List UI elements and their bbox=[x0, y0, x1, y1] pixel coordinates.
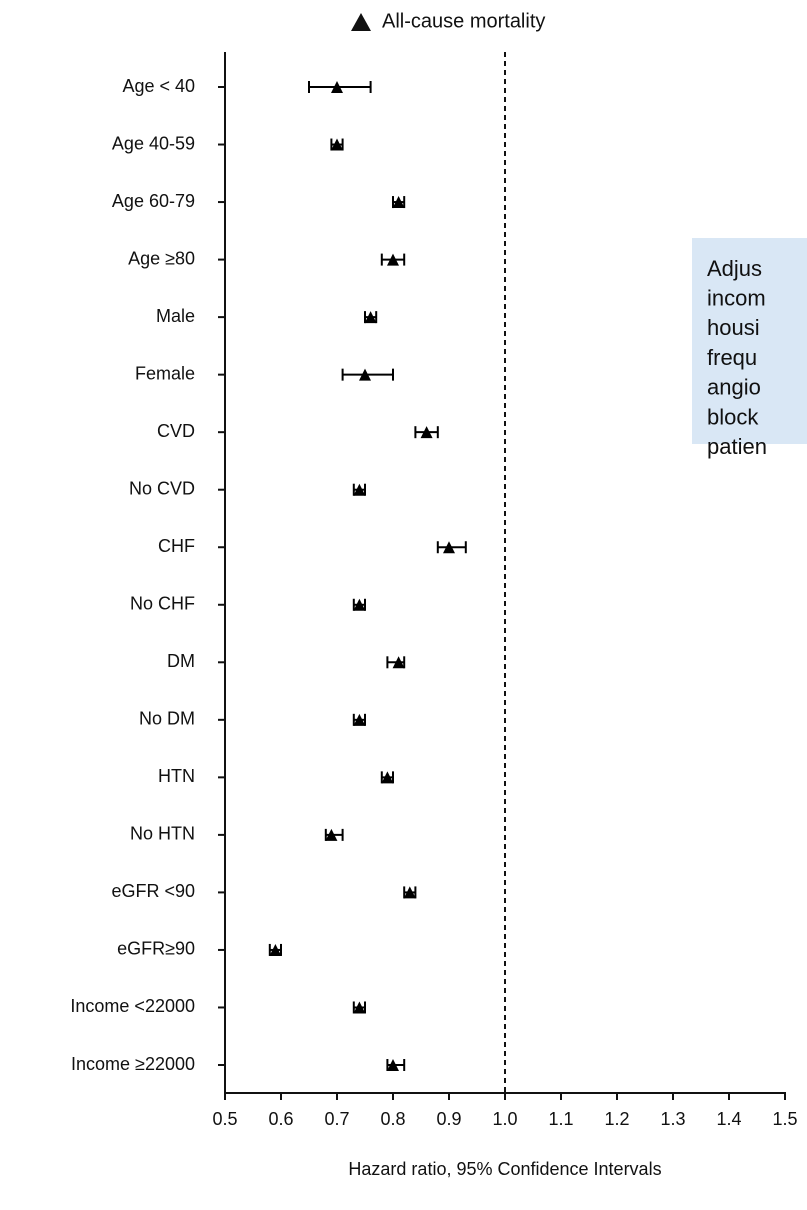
y-tick-label: Age 40-59 bbox=[112, 133, 195, 153]
hr-marker bbox=[325, 828, 338, 841]
annotation-text: patien bbox=[707, 434, 767, 459]
y-tick-label: DM bbox=[167, 651, 195, 671]
y-tick-label: No CHF bbox=[130, 594, 195, 614]
annotation-text: frequ bbox=[707, 345, 757, 370]
hr-marker bbox=[420, 426, 433, 439]
hr-marker bbox=[353, 598, 366, 611]
hr-marker bbox=[403, 886, 416, 899]
x-tick-label: 1.5 bbox=[772, 1109, 797, 1129]
y-tick-label: Age < 40 bbox=[122, 76, 195, 96]
y-tick-label: eGFR <90 bbox=[111, 881, 195, 901]
hr-marker bbox=[359, 368, 371, 381]
hr-marker bbox=[387, 1059, 399, 1071]
x-tick-label: 0.9 bbox=[436, 1109, 461, 1129]
y-tick-label: No HTN bbox=[130, 824, 195, 844]
y-tick-label: Income ≥22000 bbox=[71, 1054, 195, 1074]
x-tick-label: 1.2 bbox=[604, 1109, 629, 1129]
y-tick-label: No DM bbox=[139, 709, 195, 729]
x-tick-label: 1.1 bbox=[548, 1109, 573, 1129]
x-tick-label: 1.0 bbox=[492, 1109, 517, 1129]
x-tick-label: 1.3 bbox=[660, 1109, 685, 1129]
x-tick-label: 0.6 bbox=[268, 1109, 293, 1129]
hr-marker bbox=[269, 943, 282, 956]
y-tick-label: HTN bbox=[158, 766, 195, 786]
hr-marker bbox=[331, 81, 343, 93]
hr-marker bbox=[381, 771, 394, 784]
hr-marker bbox=[392, 656, 405, 669]
y-tick-label: eGFR≥90 bbox=[117, 939, 195, 959]
y-tick-label: Male bbox=[156, 306, 195, 326]
legend-marker bbox=[351, 13, 371, 31]
x-tick-label: 0.5 bbox=[212, 1109, 237, 1129]
annotation-text: housi bbox=[707, 315, 760, 340]
annotation-text: Adjus bbox=[707, 256, 762, 281]
annotation-text: angio bbox=[707, 375, 761, 400]
hr-marker bbox=[353, 483, 366, 496]
hr-marker bbox=[331, 138, 343, 151]
y-tick-label: Female bbox=[135, 363, 195, 383]
y-tick-label: Age 60-79 bbox=[112, 191, 195, 211]
annotation-text: incom bbox=[707, 286, 766, 311]
y-tick-label: Income <22000 bbox=[70, 996, 195, 1016]
hr-marker bbox=[353, 713, 366, 726]
hr-marker bbox=[387, 253, 399, 266]
legend-label: All-cause mortality bbox=[382, 10, 545, 32]
hr-marker bbox=[443, 541, 455, 554]
hr-marker bbox=[353, 1001, 366, 1014]
annotation-box bbox=[692, 238, 807, 444]
y-tick-label: No CVD bbox=[129, 478, 195, 498]
x-tick-label: 1.4 bbox=[716, 1109, 741, 1129]
y-tick-label: CVD bbox=[157, 421, 195, 441]
x-tick-label: 0.8 bbox=[380, 1109, 405, 1129]
hr-marker bbox=[364, 311, 377, 324]
x-axis-label: Hazard ratio, 95% Confidence Intervals bbox=[348, 1159, 661, 1179]
x-tick-label: 0.7 bbox=[324, 1109, 349, 1129]
y-tick-label: Age ≥80 bbox=[128, 248, 195, 268]
annotation-text: block bbox=[707, 404, 759, 429]
y-tick-label: CHF bbox=[158, 536, 195, 556]
hr-marker bbox=[392, 196, 405, 209]
